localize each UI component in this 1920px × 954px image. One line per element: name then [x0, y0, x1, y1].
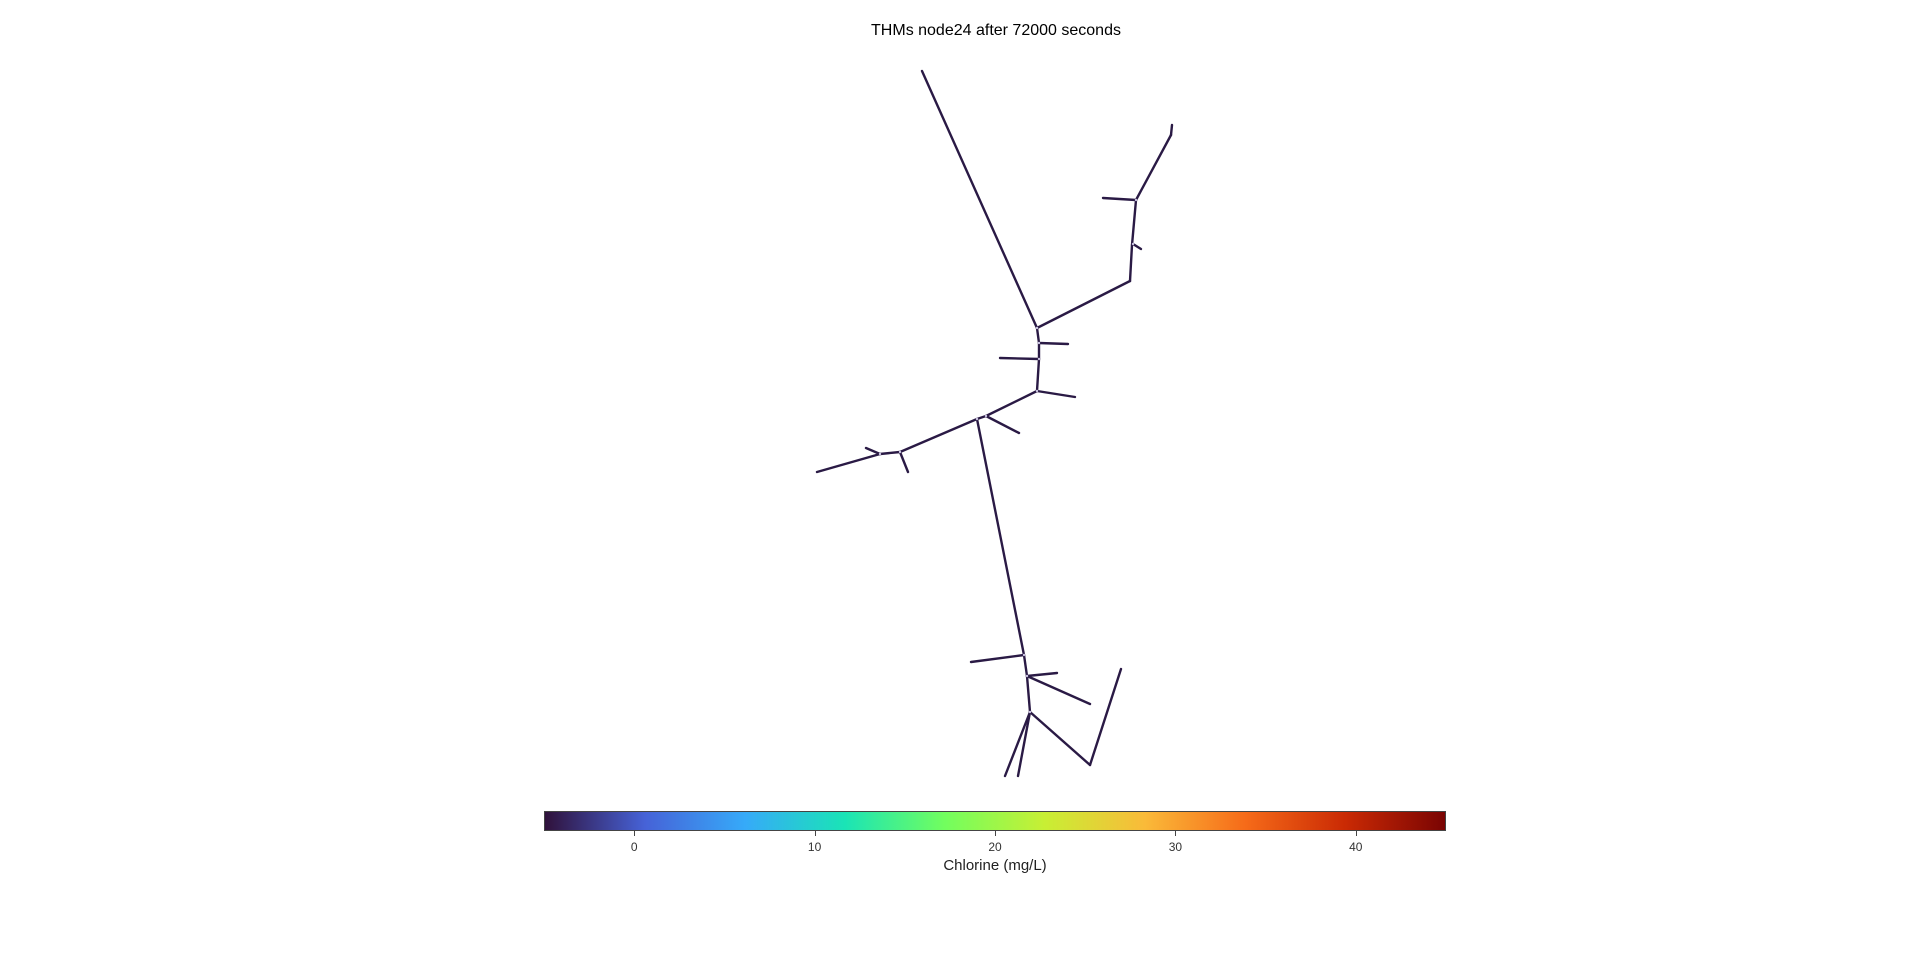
colorbar-tick: [1355, 831, 1357, 836]
pipe-segment: [815, 452, 882, 474]
pipe-segment: [1169, 123, 1174, 137]
pipe-segment: [1035, 279, 1132, 330]
network-node: [1037, 357, 1041, 361]
network-node: [1134, 198, 1138, 202]
pipe-segment: [1131, 242, 1143, 251]
colorbar-tick-label: 30: [1168, 840, 1183, 854]
network-node: [1028, 710, 1032, 714]
pipe-segment: [998, 356, 1041, 361]
pipe-segment: [1101, 196, 1138, 202]
pipe-segment: [878, 450, 902, 456]
network-node: [975, 417, 979, 421]
pipe-segment: [1035, 389, 1077, 399]
pipe-segment: [1025, 671, 1059, 678]
pipe-segment: [984, 389, 1039, 418]
pipe-segment: [1088, 667, 1123, 767]
pipe-segment: [920, 69, 1039, 330]
plot-title: THMs node24 after 72000 seconds: [871, 22, 1121, 39]
network-node: [1037, 341, 1041, 345]
pipe-segment: [975, 414, 988, 421]
pipe-segment: [984, 414, 1021, 435]
pipe-segment: [1130, 198, 1138, 247]
network-node: [984, 414, 988, 418]
colorbar-tick-label: 0: [630, 840, 638, 854]
network-node: [1035, 326, 1039, 330]
colorbar-tick: [634, 831, 636, 836]
colorbar-tick: [995, 831, 996, 836]
pipe-segment: [1134, 133, 1173, 202]
pipe-segment: [1037, 341, 1070, 346]
pipe-segment: [1025, 674, 1092, 706]
colorbar-tick: [814, 831, 816, 836]
pipe-segment: [1028, 710, 1092, 767]
pipe-segment: [969, 653, 1026, 664]
colorbar-tick-label: 40: [1349, 840, 1363, 854]
network-node: [1131, 242, 1135, 246]
colorbar-tick-label: 10: [807, 840, 822, 854]
pipe-segment: [898, 450, 910, 474]
colorbar-tick-label: 20: [988, 840, 1002, 854]
network-node: [898, 450, 902, 454]
pipe-segment: [864, 446, 882, 456]
pipe-segment: [1035, 357, 1041, 393]
pipe-segment: [1128, 243, 1134, 283]
pipe-segment: [1035, 326, 1041, 345]
pipe-segment: [1016, 710, 1032, 778]
network-node: [1022, 653, 1026, 657]
network-node: [1025, 674, 1029, 678]
pipe-segment: [1003, 710, 1032, 778]
colorbar: [544, 811, 1446, 831]
network-node: [878, 452, 882, 456]
pipe-segment: [975, 417, 1026, 657]
colorbar-label: Chlorine (mg/L): [943, 857, 1047, 874]
pipe-segment: [1022, 653, 1029, 678]
network-node: [1035, 389, 1039, 393]
pipe-segment: [898, 417, 979, 454]
pipe-segment: [1025, 674, 1032, 714]
colorbar-tick: [1175, 831, 1177, 836]
